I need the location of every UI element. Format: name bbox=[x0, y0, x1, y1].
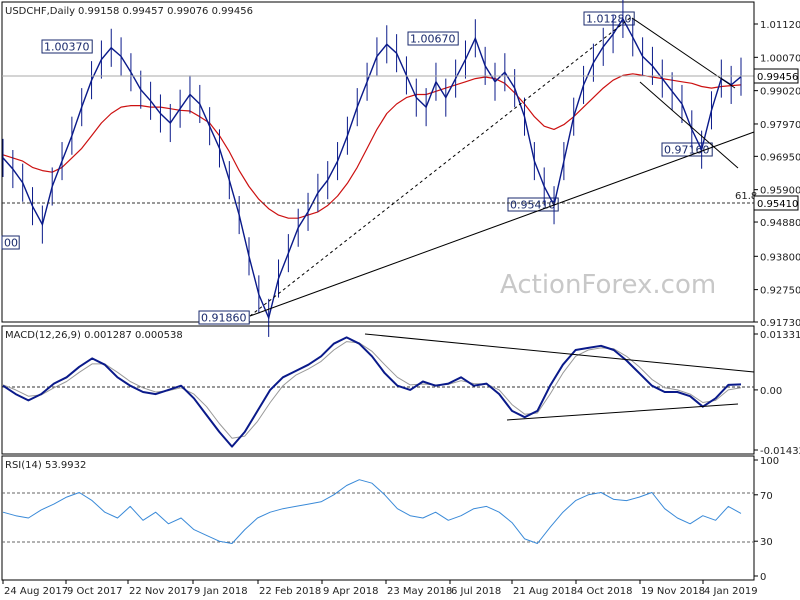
x-tick-label: 9 Apr 2018 bbox=[323, 586, 378, 597]
price-annotation-box bbox=[41, 39, 93, 54]
rsi-y-tick-label: 100 bbox=[760, 456, 779, 467]
fib-label: 61.8 bbox=[735, 191, 757, 202]
macd-line bbox=[2, 336, 742, 448]
rsi-y-tick-label: 70 bbox=[760, 491, 773, 502]
price-annotation-text: 0.91860 bbox=[201, 312, 247, 325]
price-annotation-text: 1.00370 bbox=[44, 41, 90, 54]
price-labels: 1.003701.006701.012800.918600.954100.971… bbox=[1, 11, 713, 325]
macd-panel: MACD(12,26,9) 0.001287 0.000538 0.013319… bbox=[1, 325, 800, 457]
price-y-tick-label: 1.00070 bbox=[760, 53, 800, 64]
channel-lower-line bbox=[639, 81, 739, 169]
fib-price-tag bbox=[753, 195, 799, 211]
x-tick-label: 4 Oct 2018 bbox=[577, 586, 632, 597]
x-tick-label: 23 May 2018 bbox=[387, 586, 452, 597]
price-annotation-text: 1.00670 bbox=[410, 33, 456, 46]
last-price-text: 0.99456 bbox=[757, 72, 798, 83]
price-y-tick-label: 0.93800 bbox=[760, 252, 800, 263]
price-series bbox=[2, 0, 742, 337]
rsi-panel-frame bbox=[1, 455, 755, 581]
rsi-y-tick-label: 0 bbox=[760, 572, 766, 583]
x-tick-label: 22 Feb 2018 bbox=[259, 586, 321, 597]
price-y-ticks: 1.01120 1.00070 0.99020 0.97970 0.96950 0.959… bbox=[754, 20, 800, 329]
x-tick-label: 9 Oct 2017 bbox=[67, 586, 122, 597]
price-annotation-text: 0.97160 bbox=[664, 144, 710, 157]
support-trendline bbox=[249, 131, 755, 317]
x-tick-label: 4 Jan 2019 bbox=[704, 586, 758, 597]
rsi-panel: RSI(14) 53.9932 100 70 30 0 bbox=[1, 455, 779, 583]
macd-y-ticks: 0.013319 0.00 -0.014323 bbox=[754, 330, 800, 457]
macd-trendlines bbox=[364, 333, 755, 421]
price-line bbox=[2, 17, 742, 321]
last-price-tag bbox=[753, 68, 799, 84]
fib-price-text: 0.95410 bbox=[757, 199, 798, 210]
rsi-y-tick-label: 30 bbox=[760, 537, 773, 548]
x-tick-label: 9 Jan 2018 bbox=[194, 586, 248, 597]
price-y-tick-label: 1.01120 bbox=[760, 20, 800, 31]
price-annotation-box bbox=[407, 31, 459, 46]
macd-signal-line bbox=[2, 341, 742, 439]
price-y-tick-label: 0.97970 bbox=[760, 120, 800, 131]
macd-label: MACD(12,26,9) 0.001287 0.000538 bbox=[5, 330, 183, 341]
x-tick-label: 19 Nov 2018 bbox=[641, 586, 705, 597]
chart-header-ohlc: 0.99158 0.99457 0.99076 0.99456 bbox=[78, 6, 253, 17]
chart-header-symbol: USDCHF,Daily bbox=[5, 6, 75, 17]
rsi-series bbox=[2, 479, 742, 544]
ma-line bbox=[2, 73, 742, 219]
macd-series bbox=[2, 336, 742, 448]
price-annotation-text: 0.95410 bbox=[510, 199, 556, 212]
price-y-tick-label: 0.94880 bbox=[760, 218, 800, 229]
macd-resistance-line bbox=[364, 333, 755, 373]
price-y-tick-label: 0.96950 bbox=[760, 152, 800, 163]
dashed-trendline bbox=[249, 17, 631, 317]
x-tick-label: 21 Aug 2018 bbox=[513, 586, 577, 597]
macd-support-line bbox=[506, 403, 739, 421]
macd-y-tick-label: 0.00 bbox=[760, 386, 782, 397]
price-panel-frame bbox=[1, 1, 755, 323]
price-y-tick-label: 0.95900 bbox=[760, 186, 800, 197]
rsi-label: RSI(14) 53.9932 bbox=[5, 460, 86, 471]
watermark: ActionForex.com bbox=[500, 270, 716, 300]
price-annotation-text: 00 bbox=[4, 237, 18, 250]
x-tick-label: 22 Nov 2017 bbox=[129, 586, 193, 597]
x-tick-label: 24 Aug 2017 bbox=[4, 586, 68, 597]
price-annotation-box bbox=[1, 235, 20, 250]
price-y-tick-label: 0.91730 bbox=[760, 318, 800, 329]
price-panel: USDCHF,Daily 0.99158 0.99457 0.99076 0.9… bbox=[1, 0, 800, 337]
price-y-tick-label: 0.99020 bbox=[760, 87, 800, 98]
rsi-y-ticks: 100 70 30 0 bbox=[754, 456, 779, 583]
macd-y-tick-label: -0.014323 bbox=[760, 446, 800, 457]
x-tick-label: 6 Jul 2018 bbox=[451, 586, 501, 597]
price-y-tick-label: 0.92750 bbox=[760, 286, 800, 297]
macd-y-tick-label: 0.013319 bbox=[760, 330, 800, 341]
price-annotation-box bbox=[198, 310, 250, 325]
rsi-line bbox=[2, 479, 742, 544]
